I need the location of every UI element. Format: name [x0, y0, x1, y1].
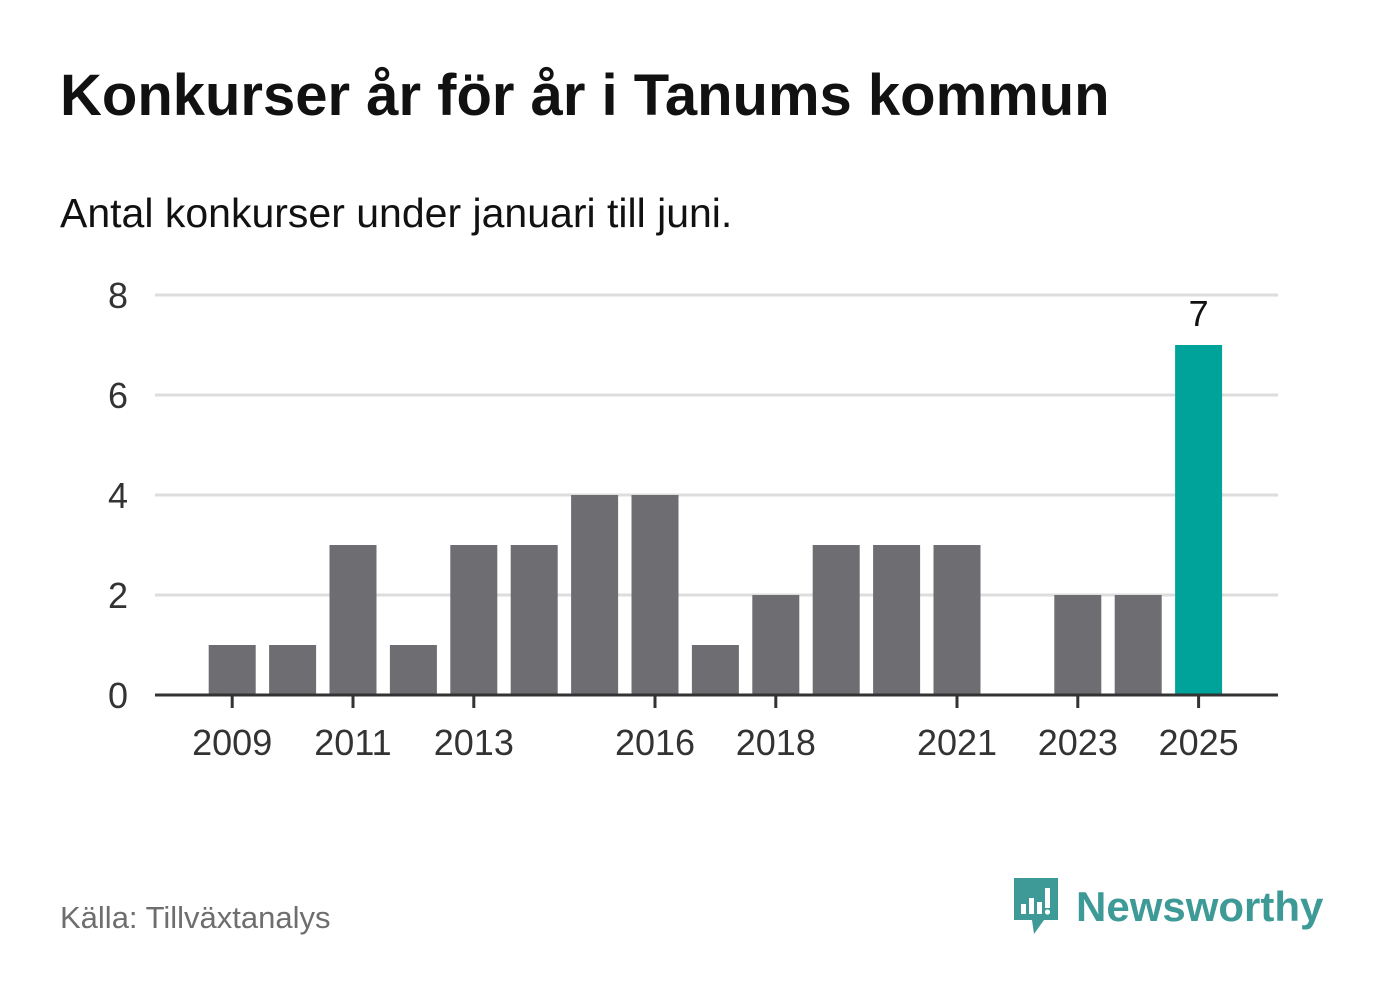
bar — [389, 645, 437, 695]
bar — [812, 545, 860, 695]
x-tick-label: 2016 — [615, 722, 695, 763]
bar — [873, 545, 921, 695]
y-tick-label: 0 — [108, 675, 128, 716]
x-tick-label: 2025 — [1159, 722, 1239, 763]
bar — [571, 495, 619, 695]
x-tick-label: 2023 — [1038, 722, 1118, 763]
bar — [510, 545, 558, 695]
bar — [631, 495, 679, 695]
bar — [752, 595, 800, 695]
y-tick-label: 8 — [108, 275, 128, 316]
source-note: Källa: Tillväxtanalys — [60, 900, 331, 935]
bar — [208, 645, 256, 695]
bar — [1054, 595, 1102, 695]
newsworthy-logo-icon — [1014, 878, 1058, 934]
x-tick-label: 2018 — [736, 722, 816, 763]
y-tick-label: 2 — [108, 575, 128, 616]
y-tick-label: 4 — [108, 475, 128, 516]
gridlines — [155, 293, 1278, 597]
brand-logo[interactable]: Newsworthy — [1010, 876, 1323, 938]
bar — [1175, 345, 1223, 695]
bar — [691, 645, 739, 695]
data-label: 7 — [1189, 293, 1209, 334]
bar — [450, 545, 498, 695]
chart-subtitle: Antal konkurser under januari till juni. — [60, 190, 733, 236]
brand-name: Newsworthy — [1076, 883, 1324, 930]
bar — [329, 545, 377, 695]
x-tick-label: 2009 — [192, 722, 272, 763]
bars — [208, 345, 1223, 695]
x-tick-label: 2011 — [314, 722, 391, 763]
bar — [269, 645, 317, 695]
bar — [933, 545, 981, 695]
x-tick-label: 2021 — [917, 722, 997, 763]
axes — [155, 693, 1278, 708]
chart-title: Konkurser år för år i Tanums kommun — [60, 63, 1110, 128]
y-tick-label: 6 — [108, 375, 128, 416]
x-tick-label: 2013 — [434, 722, 514, 763]
labels: 0 2 4 6 8 2009 2011 2013 2016 2018 2021 2023 2025 7 — [108, 275, 1239, 763]
bar — [1114, 595, 1162, 695]
